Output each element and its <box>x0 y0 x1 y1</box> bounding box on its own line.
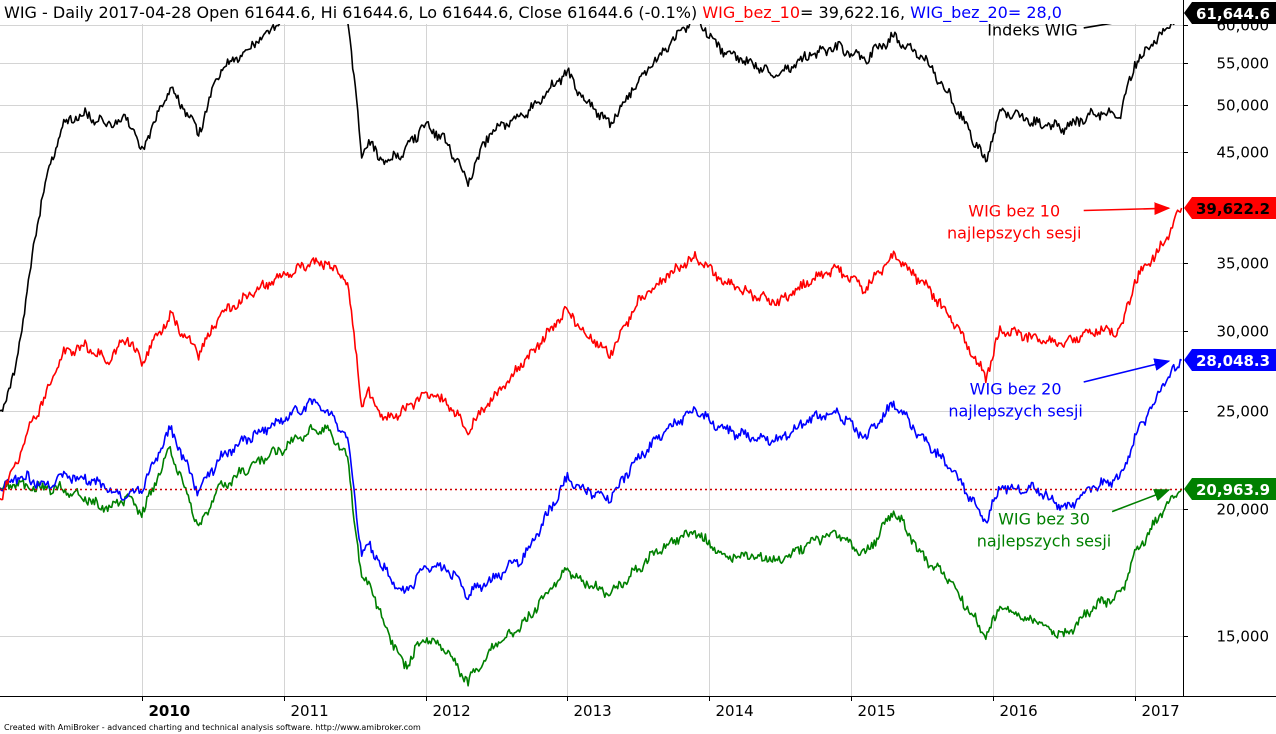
header-indicator-1-value: = 39,622.16, <box>800 3 905 22</box>
value-badge-box <box>1184 478 1276 500</box>
x-tick-label: 2010 <box>149 702 191 720</box>
y-tick-label: 15,000 <box>1217 628 1270 646</box>
annotation-3: WIG bez 30 najlepszych sesji <box>977 489 1171 550</box>
value-badge-label: 28,048.3 <box>1196 352 1270 370</box>
header-indicator-2-value: = 28,0 <box>1008 3 1062 22</box>
x-axis: 2010 2011 2012 2013 2014 2015 2016 2017 <box>142 696 1180 720</box>
chart-header: WIG - Daily 2017-04-28 Open 61644.6, Hi … <box>4 3 1062 23</box>
annotation-1: WIG bez 10 najlepszych sesji <box>947 202 1171 243</box>
value-badge-label: 20,963.9 <box>1196 481 1270 499</box>
annotation-label: najlepszych sesji <box>947 224 1081 243</box>
value-badge-box <box>1184 197 1276 219</box>
value-badge-label: 61,644.6 <box>1196 5 1270 23</box>
value-badge-1: 39,622.2 <box>1184 197 1276 219</box>
header-prefix: WIG - Daily 2017-04-28 Open 61644.6, Hi … <box>4 3 697 22</box>
y-tick-label: 50,000 <box>1217 97 1270 115</box>
series-layer <box>0 0 1183 687</box>
x-tick-label: 2017 <box>1142 702 1180 720</box>
value-badges: 61,644.6 39,622.2 28,048.3 20,963.9 <box>1184 2 1276 500</box>
grid <box>0 24 1183 696</box>
annotation-2: WIG bez 20 najlepszych sesji <box>948 358 1171 421</box>
y-tick-label: 20,000 <box>1217 501 1270 519</box>
value-badge-2: 28,048.3 <box>1184 349 1276 371</box>
x-tick-label: 2015 <box>858 702 896 720</box>
annotation-label: najlepszych sesji <box>948 402 1082 421</box>
header-indicator-2: WIG_bez_20 <box>910 3 1008 23</box>
credit-text: Created with AmiBroker - advanced charti… <box>4 723 421 732</box>
series-line-3 <box>0 423 1183 687</box>
value-badge-box <box>1184 349 1276 371</box>
header-indicator-1: WIG_bez_10 <box>702 3 800 23</box>
annotation-label: WIG bez 30 <box>998 509 1090 528</box>
series-line-1 <box>0 207 1183 501</box>
header-background <box>0 0 1183 24</box>
value-badge-box <box>1184 2 1276 24</box>
annotation-arrow <box>1111 489 1171 513</box>
series-line-0 <box>0 0 1182 412</box>
y-tick-label: 35,000 <box>1217 255 1270 273</box>
x-tick-label: 2016 <box>1000 702 1038 720</box>
annotation-label: Indeks WIG <box>987 20 1077 39</box>
annotation-arrow <box>1083 358 1171 383</box>
value-badge-label: 39,622.2 <box>1196 200 1270 218</box>
y-tick-label: 25,000 <box>1217 403 1270 421</box>
y-axis: 15,000 20,000 25,000 30,000 35,000 45,000 50,0… <box>1183 17 1269 646</box>
y-tick-label: 45,000 <box>1217 144 1270 162</box>
annotation-label: WIG bez 20 <box>970 380 1062 399</box>
x-tick-label: 2013 <box>574 702 612 720</box>
x-tick-label: 2014 <box>716 702 754 720</box>
value-badge-0: 61,644.6 <box>1184 2 1276 24</box>
annotation-label: WIG bez 10 <box>968 202 1060 221</box>
y-tick-label: 30,000 <box>1217 323 1270 341</box>
y-tick-label: 55,000 <box>1217 55 1270 73</box>
annotation-arrow <box>1083 202 1171 215</box>
value-badge-3: 20,963.9 <box>1184 478 1276 500</box>
x-tick-label: 2012 <box>433 702 471 720</box>
annotation-label: najlepszych sesji <box>977 531 1111 550</box>
series-line-2 <box>0 358 1183 601</box>
x-tick-label: 2011 <box>291 702 329 720</box>
